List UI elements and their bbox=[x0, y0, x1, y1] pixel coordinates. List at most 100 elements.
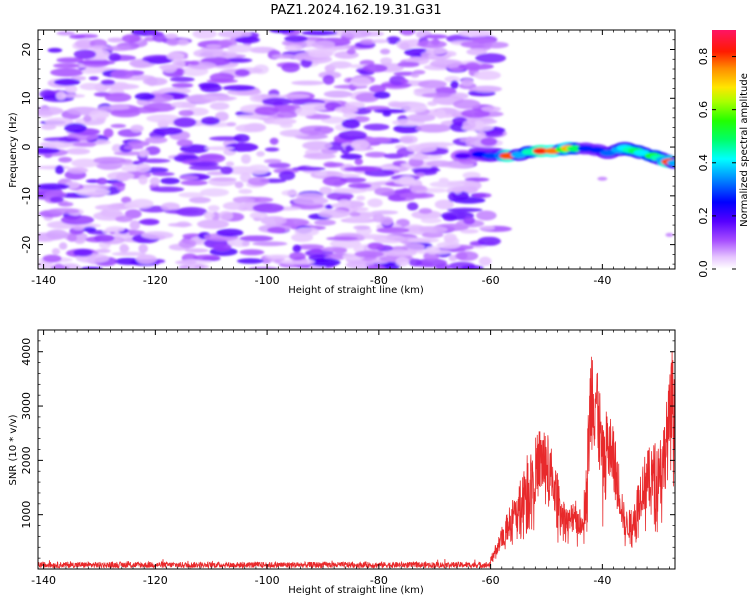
heatmap-cell bbox=[367, 242, 385, 251]
heatmap-cell bbox=[65, 148, 91, 155]
heatmap-cell bbox=[284, 44, 303, 52]
x-tick-label: -100 bbox=[255, 274, 280, 287]
heatmap-cell bbox=[173, 117, 197, 128]
x-tick-label: -40 bbox=[593, 274, 611, 287]
heatmap-cell bbox=[246, 164, 270, 175]
heatmap-cell bbox=[329, 61, 352, 69]
heatmap-cell bbox=[314, 219, 336, 226]
snr-plot-area bbox=[38, 330, 675, 569]
heatmap-cell bbox=[203, 211, 215, 220]
heatmap-cell bbox=[42, 254, 62, 263]
heatmap-cell bbox=[284, 35, 308, 43]
heatmap-cell bbox=[269, 137, 279, 145]
heatmap-cell bbox=[53, 63, 80, 69]
heatmap-cell bbox=[472, 192, 492, 198]
heatmap-cell bbox=[665, 232, 674, 237]
x-tick-label: -80 bbox=[370, 274, 388, 287]
heatmap-cell bbox=[480, 137, 498, 146]
heatmap-cell bbox=[51, 248, 61, 255]
heatmap-cell bbox=[371, 39, 389, 44]
heatmap-cell bbox=[421, 92, 453, 98]
x-tick-label: -60 bbox=[482, 274, 500, 287]
heatmap-cell bbox=[210, 177, 237, 182]
heatmap-cell bbox=[267, 162, 291, 169]
heatmap-cell bbox=[164, 33, 178, 39]
heatmap-cell bbox=[301, 30, 338, 36]
heatmap-cell bbox=[188, 196, 211, 204]
heatmap-cell bbox=[343, 166, 376, 172]
heatmap-cell bbox=[80, 266, 103, 269]
heatmap-cell bbox=[64, 122, 87, 133]
heatmap-cell bbox=[362, 64, 388, 73]
heatmap-cell bbox=[429, 181, 465, 188]
heatmap-cell bbox=[119, 243, 129, 254]
heatmap-cell bbox=[339, 177, 367, 183]
heatmap-cell bbox=[311, 40, 336, 49]
heatmap-cell bbox=[144, 57, 172, 64]
heatmap-cell bbox=[476, 210, 497, 221]
heatmap-cell bbox=[160, 177, 180, 185]
heatmap-cell bbox=[267, 118, 297, 125]
y-tick-label: 3000 bbox=[20, 392, 33, 420]
heatmap-cell bbox=[178, 265, 190, 269]
heatmap-cell bbox=[424, 34, 448, 39]
heatmap-cell bbox=[74, 38, 96, 49]
heatmap-cell bbox=[135, 254, 157, 265]
heatmap-cell bbox=[73, 248, 93, 257]
heatmap-cell bbox=[82, 226, 97, 232]
heatmap-cell bbox=[138, 243, 148, 254]
heatmap-cell bbox=[236, 258, 264, 264]
heatmap-cell bbox=[252, 203, 285, 213]
heatmap-cell bbox=[417, 79, 447, 89]
heatmap-cell bbox=[44, 117, 74, 127]
heatmap-cell bbox=[429, 59, 464, 69]
heatmap-cell bbox=[415, 172, 426, 177]
heatmap-cell bbox=[111, 144, 123, 153]
heatmap-cell bbox=[289, 251, 306, 261]
heatmap-cell bbox=[200, 83, 223, 93]
heatmap-cell bbox=[256, 151, 265, 157]
heatmap-cell bbox=[420, 217, 442, 224]
heatmap-cell bbox=[234, 36, 261, 44]
heatmap-cell bbox=[71, 158, 100, 168]
heatmap-cell bbox=[472, 38, 496, 43]
heatmap-cell bbox=[193, 48, 223, 58]
heatmap-cell bbox=[373, 235, 407, 244]
heatmap-cell bbox=[107, 37, 125, 43]
heatmap-cell bbox=[479, 225, 495, 231]
heatmap-cell bbox=[397, 61, 420, 68]
heatmap-cell bbox=[346, 48, 356, 55]
heatmap-cell bbox=[100, 79, 116, 86]
heatmap-cell bbox=[111, 182, 126, 187]
heatmap-cell bbox=[134, 92, 156, 101]
heatmap-cell bbox=[406, 202, 419, 211]
heatmap-cell bbox=[396, 39, 415, 50]
heatmap-cell bbox=[408, 258, 423, 267]
y-tick-label: 10 bbox=[20, 91, 33, 105]
heatmap-cell bbox=[369, 84, 387, 93]
heatmap-cell bbox=[461, 264, 484, 269]
heatmap-cell bbox=[271, 54, 296, 59]
heatmap-cell bbox=[152, 127, 183, 135]
x-tick-label: -60 bbox=[482, 574, 500, 587]
heatmap-cell bbox=[223, 57, 253, 63]
heatmap-cell bbox=[249, 211, 268, 220]
heatmap-cell bbox=[341, 30, 372, 39]
heatmap-cell bbox=[58, 156, 73, 163]
heatmap-cell bbox=[354, 250, 384, 258]
heatmap-cell bbox=[56, 57, 84, 63]
heatmap-cell bbox=[141, 231, 174, 240]
heatmap-cell bbox=[40, 124, 57, 130]
heatmap-cell bbox=[366, 264, 386, 269]
heatmap-cell bbox=[149, 177, 161, 186]
heatmap-cell bbox=[38, 260, 54, 269]
heatmap-cell bbox=[79, 82, 102, 91]
heatmap-cell bbox=[167, 222, 193, 227]
heatmap-cell bbox=[281, 189, 298, 197]
heatmap-cell bbox=[192, 254, 221, 261]
heatmap-cell bbox=[399, 192, 435, 199]
heatmap-cell bbox=[65, 84, 78, 94]
heatmap-cell bbox=[234, 69, 250, 77]
heatmap-cell bbox=[402, 102, 428, 113]
